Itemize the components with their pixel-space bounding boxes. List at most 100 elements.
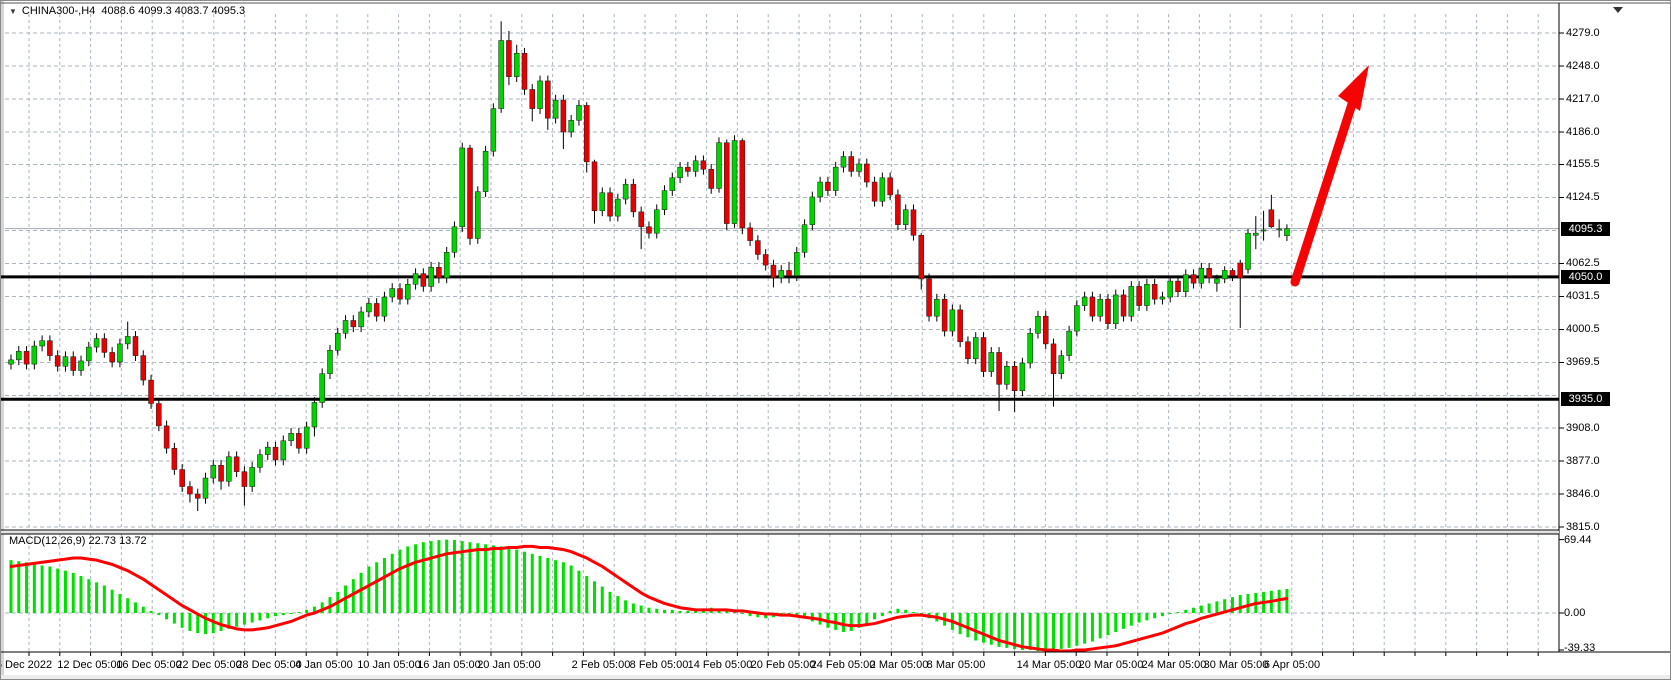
candle-body [1058,355,1065,374]
candle-body [194,493,201,499]
macd-histogram-bar [476,543,480,613]
candle-body [638,211,644,228]
time-axis-label[interactable]: 8 Mar 05:00 [926,659,986,671]
macd-histogram-bar [631,603,635,613]
macd-histogram-bar [593,581,596,613]
candle-body [817,181,823,198]
time-axis-label[interactable]: 16 Jan 05:00 [417,659,481,671]
macd-histogram-bar [32,563,36,613]
price-axis-label: 4186.0 [1566,125,1600,138]
candle-body [373,303,380,317]
candle-body [1004,365,1010,385]
macd-histogram-bar [639,605,643,613]
macd-histogram-bar [1129,613,1133,626]
macd-histogram-bar [165,613,169,620]
support-price-label: 3935.0 [1561,392,1610,407]
candle-body [31,345,38,365]
macd-histogram-bar [880,613,884,617]
candle-body [1260,229,1267,232]
candle-body [879,177,886,202]
time-axis-label[interactable]: 16 Dec 05:00 [116,659,182,671]
time-axis-label[interactable]: 20 Mar 05:00 [1078,659,1144,671]
candle-body [1268,209,1275,228]
candle-body [218,465,224,482]
candle-body [1190,274,1197,284]
macd-histogram-bar [849,613,853,631]
macd-axis-label: -39.33 [1564,642,1596,654]
candle-body [187,486,193,495]
price-axis-label: 4000.5 [1566,323,1600,336]
candle-body [801,224,808,253]
candle-body [272,446,279,461]
macd-histogram-bar [48,566,52,613]
time-axis-label[interactable]: 8 Feb 05:00 [629,659,689,671]
macd-histogram-bar [274,613,278,617]
macd-histogram-bar [79,576,83,613]
macd-histogram-bar [1223,599,1227,613]
candle-body [78,360,84,371]
candle-body [148,379,154,404]
candle-body [910,209,917,236]
time-axis-label[interactable]: 2 Mar 05:00 [869,659,929,671]
time-axis-label[interactable]: 12 Dec 05:00 [57,659,123,671]
candle-body [101,338,108,353]
candle-body [1159,296,1166,300]
macd-histogram-bar [896,608,900,613]
time-axis-label[interactable]: 24 Feb 05:00 [810,659,876,671]
candle-body [778,270,784,279]
macd-histogram-bar [1122,613,1126,629]
candle-body [996,352,1002,385]
macd-histogram-bar [1277,589,1281,613]
candle-body [389,288,395,298]
candle-body [311,402,318,428]
time-axis-label[interactable]: 20 Jan 05:00 [477,659,541,671]
time-axis-label[interactable]: 14 Mar 05:00 [1016,659,1082,671]
time-axis-label[interactable]: 24 Mar 05:00 [1141,659,1207,671]
candle-body [226,456,232,482]
macd-histogram-bar [398,549,402,613]
candle-body [39,340,45,347]
candle-body [918,235,925,280]
candle-body [560,99,567,133]
time-axis-label[interactable]: 6 Dec 2022 [0,659,53,671]
candle-body [47,340,53,356]
time-axis-label[interactable]: 6 Apr 05:00 [1263,659,1321,671]
macd-histogram-bar [1176,611,1180,613]
candle-body [1198,268,1205,284]
symbol-dropdown-icon[interactable]: ▼ [9,7,17,16]
macd-histogram-bar [694,609,698,613]
macd-histogram-bar [1059,613,1063,649]
time-axis-label[interactable]: 22 Dec 05:00 [176,659,242,671]
candle-body [591,161,598,212]
time-axis-label[interactable]: 10 Jan 05:00 [357,659,421,671]
candle-body [848,156,854,172]
time-axis-label[interactable]: 30 Mar 05:00 [1203,659,1269,671]
candle-body [335,332,341,351]
candle-body [762,254,769,266]
time-axis-label[interactable]: 2 Feb 05:00 [571,659,631,671]
time-axis-label[interactable]: 28 Dec 05:00 [236,659,302,671]
chart-shift-marker[interactable] [1613,7,1623,13]
candle-body [366,303,372,313]
time-axis-label[interactable]: 20 Feb 05:00 [750,659,816,671]
candle-body [1144,284,1150,306]
macd-label: MACD(12,26,9) 22.73 13.72 [9,535,147,547]
macd-histogram-bar [966,613,970,638]
candle-body [692,160,699,172]
macd-histogram-bar [1153,613,1157,619]
candle-body [1105,298,1111,324]
macd-histogram-bar [1067,613,1071,648]
macd-histogram-bar [1168,613,1172,615]
macd-histogram-bar [95,582,99,613]
time-axis-label[interactable]: 14 Feb 05:00 [687,659,753,671]
macd-histogram-bar [227,613,231,629]
candle-body [420,273,427,287]
macd-histogram-bar [515,549,519,613]
candle-body [1183,274,1189,292]
price-axis-label: 4279.0 [1566,26,1600,39]
candle-body [934,298,940,317]
macd-histogram-bar [390,553,394,613]
time-axis-label[interactable]: 4 Jan 05:00 [295,659,353,671]
